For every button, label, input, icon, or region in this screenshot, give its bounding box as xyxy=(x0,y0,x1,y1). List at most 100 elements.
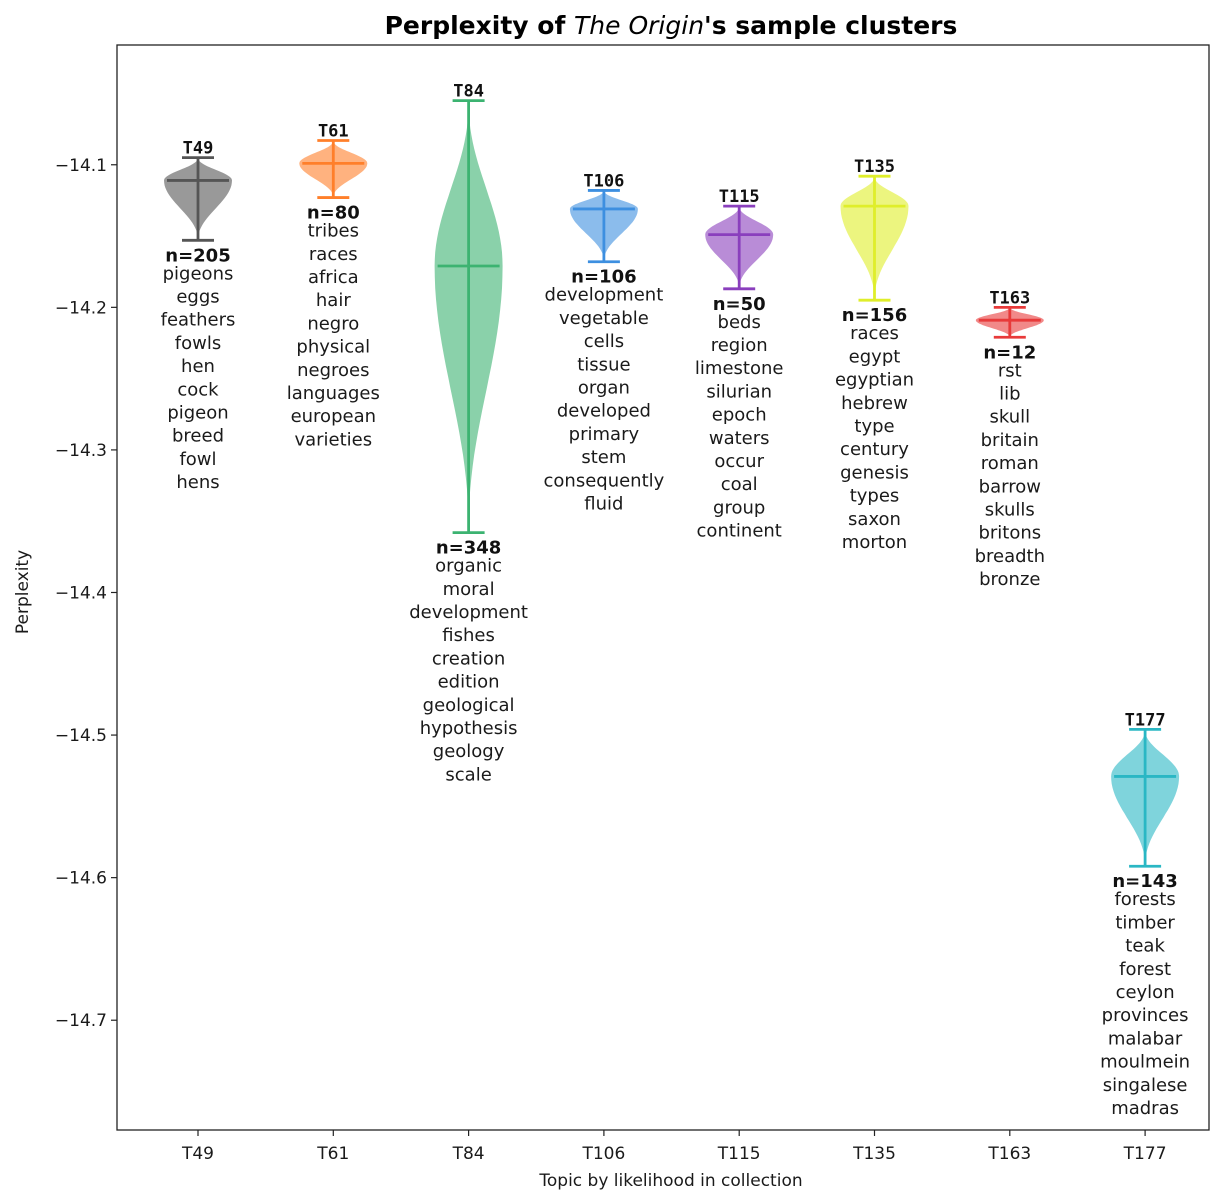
violin-word: hypothesis xyxy=(420,718,518,739)
violin-word: egypt xyxy=(849,346,901,367)
y-tick-label: −14.3 xyxy=(55,441,107,461)
violin-word: coal xyxy=(721,474,758,495)
violin-word: consequently xyxy=(544,470,665,491)
violin-word: waters xyxy=(709,428,770,449)
violin-word: forest xyxy=(1119,959,1171,980)
violin-word: region xyxy=(711,335,768,356)
violin-word: negroes xyxy=(297,360,369,381)
violin-t84: T84 n=348organicmoraldevelopmentfishescre… xyxy=(409,82,528,786)
violin-word: physical xyxy=(296,337,370,358)
violin-word: stem xyxy=(581,447,626,468)
violin-word: skulls xyxy=(985,499,1035,520)
violin-word: development xyxy=(545,285,664,306)
violin-word: fluid xyxy=(584,494,623,515)
violin-n-label: n=143 xyxy=(1112,871,1177,892)
violin-word: hen xyxy=(181,356,215,377)
y-tick-label: −14.1 xyxy=(55,156,107,176)
violin-topic-label: T61 xyxy=(318,122,349,142)
violin-t106: T106 n=106developmentvegetablecellstissue… xyxy=(544,171,665,514)
violin-word: provinces xyxy=(1102,1005,1189,1026)
violin-word: races xyxy=(850,323,899,344)
violin-word: fowl xyxy=(179,449,216,470)
violin-word: limestone xyxy=(695,358,784,379)
x-axis: T49 T61 T84 T106 T115 T135 T163 T177 xyxy=(181,1130,1167,1164)
violin-word: fishes xyxy=(442,625,495,646)
violin-word: malabar xyxy=(1108,1028,1183,1049)
x-tick-label: T84 xyxy=(452,1144,485,1164)
violin-topic-label: T163 xyxy=(989,288,1030,308)
chart-title: Perplexity of The Origin's sample cluste… xyxy=(385,11,958,40)
violin-word: barrow xyxy=(979,476,1041,497)
violin-topic-label: T49 xyxy=(183,139,214,159)
violin-topic-label: T84 xyxy=(453,82,484,102)
violin-word: organic xyxy=(435,556,502,577)
violin-word: hens xyxy=(176,472,219,493)
violin-word: fowls xyxy=(175,333,221,354)
violin-word: pigeons xyxy=(163,263,234,284)
violin-n-label: n=205 xyxy=(165,245,230,266)
y-axis-label: Perplexity xyxy=(13,550,33,634)
violin-word: breed xyxy=(172,426,224,447)
violin-word: timber xyxy=(1115,912,1175,933)
violin-word: moulmein xyxy=(1100,1052,1190,1073)
violin-word: vegetable xyxy=(559,308,649,329)
violin-word: creation xyxy=(432,648,506,669)
violin-word: european xyxy=(291,406,376,427)
violin-word: developed xyxy=(557,401,651,422)
y-tick-label: −14.7 xyxy=(55,1011,107,1031)
violin-word: hair xyxy=(316,290,351,311)
chart-title-part-3: 's sample clusters xyxy=(704,11,957,40)
violin-word: organ xyxy=(578,378,630,399)
violin-word: skull xyxy=(989,407,1030,428)
violin-word: hebrew xyxy=(841,393,908,414)
violin-word: morton xyxy=(842,532,907,553)
y-tick-label: −14.5 xyxy=(55,726,107,746)
violin-word: types xyxy=(850,486,900,507)
violin-word: forests xyxy=(1114,889,1175,910)
chart-title-part-2: The Origin xyxy=(574,11,704,40)
violin-word: epoch xyxy=(712,405,767,426)
violin-word: africa xyxy=(308,267,359,288)
violin-word: occur xyxy=(714,451,764,472)
violin-word: britain xyxy=(981,430,1039,451)
violin-word: cock xyxy=(177,379,219,400)
violin-word: negro xyxy=(307,313,359,334)
violin-word: geology xyxy=(433,741,505,762)
violin-word: races xyxy=(309,244,358,265)
violin-word: feathers xyxy=(161,310,236,331)
violin-word: century xyxy=(840,439,909,460)
x-tick-label: T106 xyxy=(581,1144,625,1164)
violin-topic-label: T106 xyxy=(583,171,624,191)
violin-word: egyptian xyxy=(835,370,914,391)
x-tick-label: T61 xyxy=(316,1144,349,1164)
plot-area-frame xyxy=(116,44,1210,1131)
violin-word: tribes xyxy=(308,221,359,242)
violin-word: rst xyxy=(998,360,1022,381)
violin-word: type xyxy=(854,416,894,437)
x-tick-label: T115 xyxy=(717,1144,761,1164)
violin-n-label: n=12 xyxy=(983,342,1036,363)
violin-n-label: n=348 xyxy=(436,538,501,559)
violin-word: singalese xyxy=(1103,1075,1188,1096)
violin-word: silurian xyxy=(706,381,772,402)
y-tick-label: −14.4 xyxy=(55,583,107,603)
violin-word: varieties xyxy=(294,429,372,450)
violin-word: continent xyxy=(697,521,782,542)
violin-word: roman xyxy=(981,453,1039,474)
violin-word: geological xyxy=(423,695,515,716)
y-tick-label: −14.6 xyxy=(55,869,107,889)
violin-word: britons xyxy=(978,523,1041,544)
x-tick-label: T163 xyxy=(987,1144,1031,1164)
violin-word: madras xyxy=(1111,1098,1179,1119)
x-tick-label: T177 xyxy=(1123,1144,1167,1164)
y-tick-label: −14.2 xyxy=(55,298,107,318)
violin-word: eggs xyxy=(176,287,219,308)
y-axis: −14.1 −14.2 −14.3 −14.4 −14.5 −14.6 −14.7 xyxy=(55,156,117,1031)
